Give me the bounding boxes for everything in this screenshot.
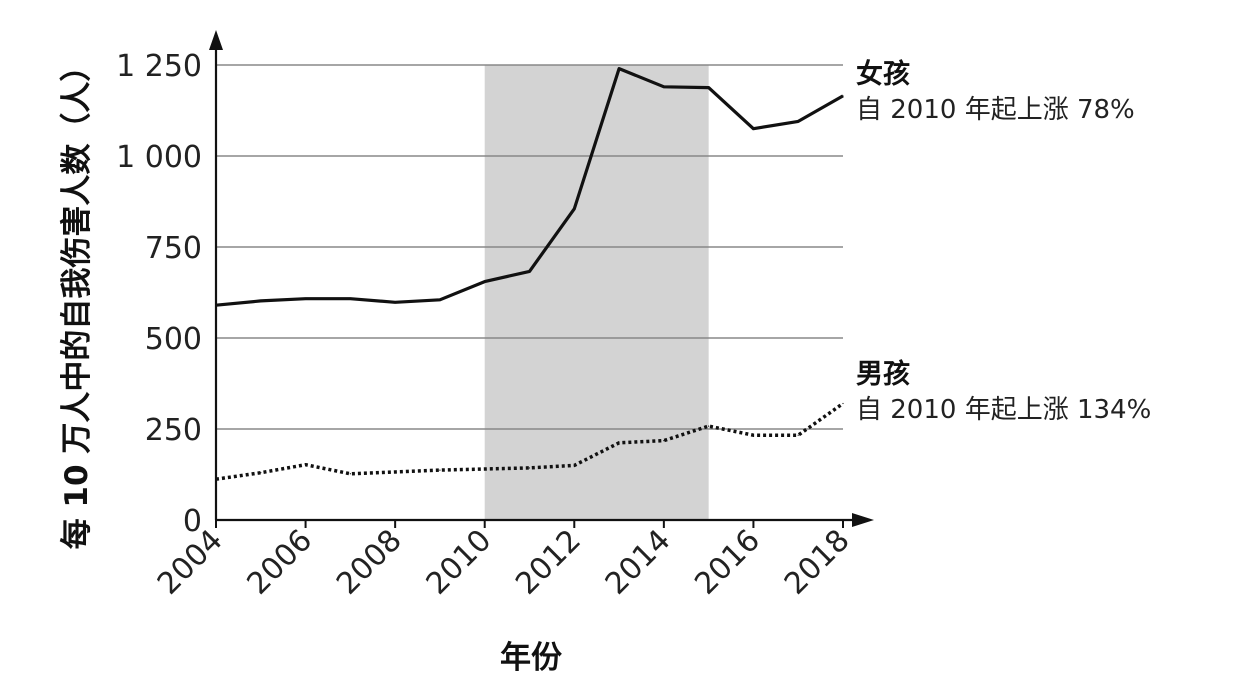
data-point-s1-2 [304,464,307,466]
y-tick-label-2: 500 [145,322,202,357]
data-point-s1-1 [260,472,262,474]
data-point-s1-3 [349,473,351,475]
x-axis-title: 年份 [500,640,562,676]
data-point-s1-8 [573,464,575,466]
shaded-region-layer [484,65,709,520]
data-point-s1-4 [394,471,396,473]
data-point-s1-10 [663,440,665,442]
y-axis-arrow [209,30,223,50]
gridlines [216,64,843,430]
data-point-s0-7 [528,270,531,272]
x-tick-label-7: 2018 [778,523,857,602]
x-tick-label-3: 2010 [420,523,499,602]
legend: 女孩 自 2010 年起上涨 78% 男孩 自 2010 年起上涨 134% [856,58,1151,425]
data-point-s1-11 [708,425,710,427]
axes [209,30,874,528]
data-point-s0-4 [394,301,396,303]
x-tick-label-5: 2014 [599,523,678,602]
data-point-s0-12 [752,128,755,130]
data-point-s0-8 [573,208,575,210]
x-tick-label-2: 2008 [330,523,409,602]
data-point-s1-7 [528,467,531,469]
legend-series-boys-name: 男孩 [856,358,910,390]
x-axis-arrow [852,513,874,527]
x-tick-label-6: 2016 [688,523,767,602]
data-point-s1-13 [797,434,799,436]
y-axis-title: 每 10 万人中的自我伤害人数（人） [59,51,95,550]
y-tick-label-1: 250 [145,413,202,448]
x-tick-label-4: 2012 [509,523,588,602]
y-tick-label-3: 750 [145,231,202,266]
data-point-s0-6 [484,280,486,283]
data-point-s1-6 [484,468,486,470]
y-tick-label-4: 1 000 [116,140,202,175]
data-point-s0-9 [618,68,620,70]
data-point-s1-14 [842,402,844,405]
data-point-s1-12 [752,434,755,436]
data-point-s1-9 [618,442,620,444]
legend-series-boys-note: 自 2010 年起上涨 134% [856,395,1151,425]
data-point-s0-2 [304,298,307,300]
data-point-s0-3 [349,298,351,300]
data-point-s0-13 [797,120,799,123]
x-tick-label-1: 2006 [240,523,319,602]
data-point-s0-14 [842,95,844,97]
data-point-s0-11 [708,86,710,89]
data-point-s0-1 [260,300,262,302]
data-point-s1-5 [439,469,441,471]
series-lines [215,66,845,481]
legend-series-girls-note: 自 2010 年起上涨 78% [856,95,1135,125]
y-tick-label-5: 1 250 [116,49,202,84]
legend-series-girls-name: 女孩 [856,58,910,90]
data-point-s0-10 [663,86,665,88]
data-point-s0-5 [439,299,441,301]
shaded-region [484,65,709,520]
y-tick-label-0: 0 [183,504,202,539]
